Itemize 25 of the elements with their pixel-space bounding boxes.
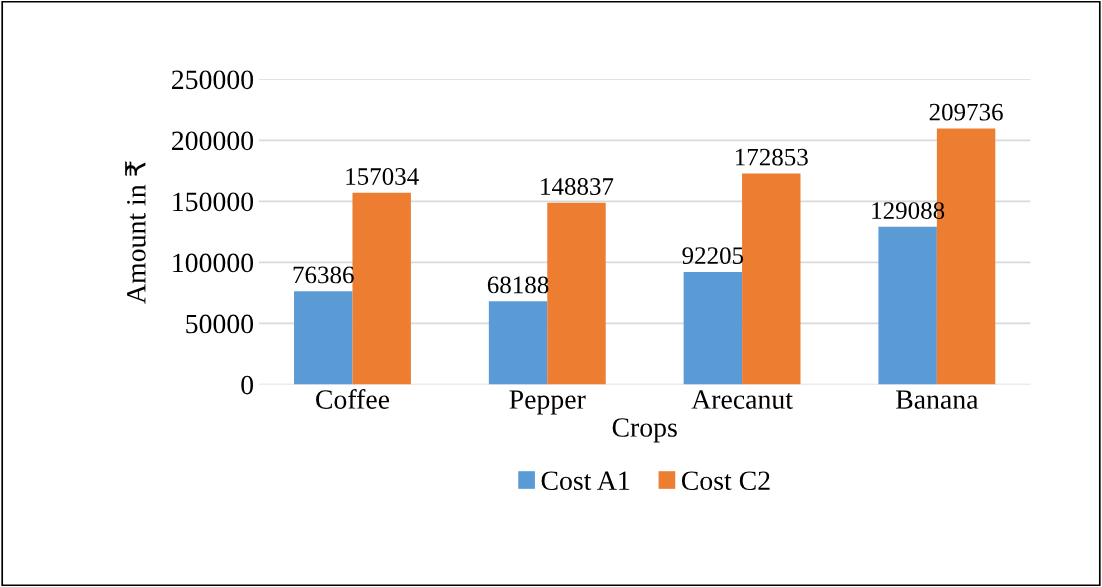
- bar: [878, 226, 937, 385]
- data-label: 148837: [541, 178, 614, 195]
- y-axis-title: Amount in ₹: [125, 161, 146, 304]
- bar: [683, 271, 743, 385]
- bar: [352, 192, 411, 385]
- y-tick-label: 100000: [173, 253, 254, 273]
- x-tick-label: Arecanut: [691, 390, 793, 409]
- y-tick-label: 150000: [173, 192, 254, 212]
- bar: [547, 202, 606, 385]
- legend-label: Cost A1: [541, 471, 630, 491]
- x-tick-label: Coffee: [316, 389, 390, 409]
- y-tick-label: 250000: [172, 70, 254, 90]
- x-tick-label: Banana: [896, 390, 979, 409]
- y-tick-label: 200000: [172, 131, 254, 151]
- x-axis-title: Crops: [612, 418, 677, 443]
- y-tick-label: 50000: [186, 314, 254, 334]
- data-label: 172853: [735, 148, 808, 166]
- data-label: 157034: [346, 168, 419, 185]
- data-label: 209736: [929, 103, 1003, 121]
- bar: [742, 173, 801, 385]
- bar: [488, 301, 548, 385]
- bar: [294, 291, 353, 385]
- y-tick-label: 0: [241, 375, 254, 395]
- legend-label: Cost C2: [681, 471, 770, 491]
- x-tick-label: Pepper: [509, 390, 586, 415]
